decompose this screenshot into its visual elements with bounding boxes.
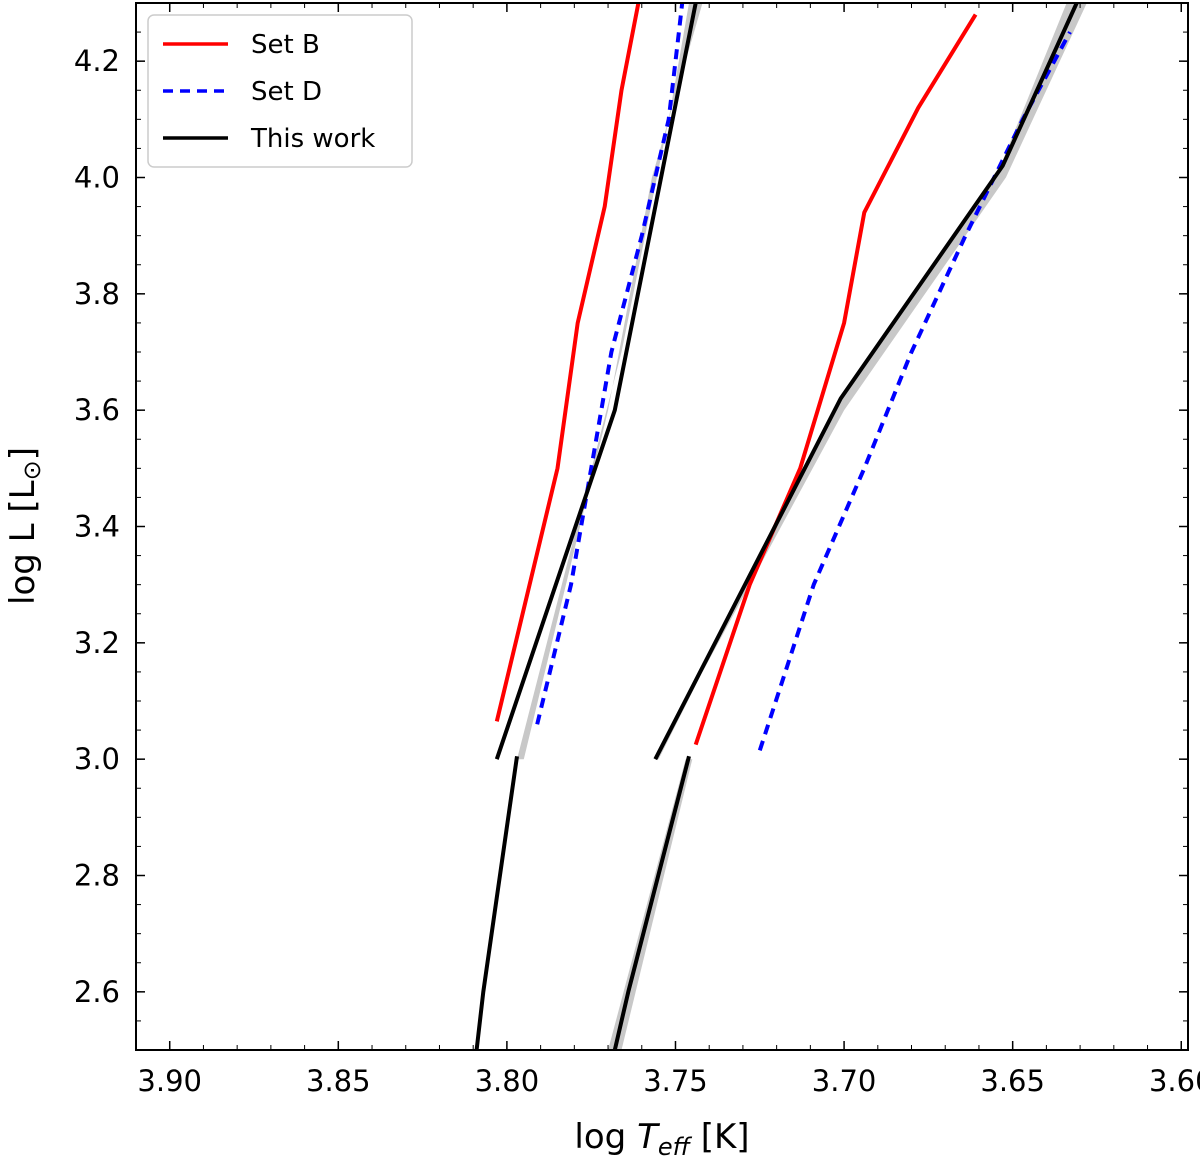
x-tick-label: 3.85 [306,1064,371,1098]
uncertainty-band-1 [655,3,1087,760]
x-axis-label: log Teff [K] [574,1117,749,1160]
axis-ticks: 3.90 3.85 3.80 3.75 3.70 3.65 3.60 2.6 2.8 3.0 3.2… [74,2,1200,1098]
x-tick-label: 3.70 [812,1064,877,1098]
x-tick-label: 3.75 [643,1064,708,1098]
y-tick-label: 3.4 [74,510,120,544]
series-line-this-work-5 [653,3,1079,761]
x-tick-label: 3.60 [1149,1064,1200,1098]
series-line-set-d-2 [535,3,685,725]
y-axis-label: log L [L⊙] [3,447,46,605]
y-tick-label: 3.8 [74,277,120,311]
series-line-this-work-7 [612,755,691,1050]
series-line-set-b-0 [494,3,641,722]
legend-label-set-b: Set B [251,30,320,60]
series-line-set-d-3 [757,31,1072,752]
y-tick-label: 4.0 [74,161,120,195]
plot-frame [135,2,1189,1051]
y-tick-label: 3.2 [74,626,120,660]
y-tick-label: 2.8 [74,859,120,893]
series-lines [474,3,1079,1050]
legend-label-set-d: Set D [251,77,322,107]
series-line-set-b-1 [693,13,978,746]
x-tick-label: 3.80 [475,1064,540,1098]
legend: Set B Set D This work [147,14,413,168]
series-line-this-work-4 [494,3,698,760]
legend-label-this-work: This work [250,124,375,154]
legend-box [147,14,413,168]
y-tick-label: 4.2 [74,44,120,78]
series-line-this-work-6 [474,756,519,1050]
y-tick-label: 3.6 [74,393,120,427]
x-tick-label: 3.65 [980,1064,1045,1098]
y-tick-label: 2.6 [74,975,120,1009]
y-tick-label: 3.0 [74,742,120,776]
x-tick-label: 3.90 [137,1064,202,1098]
